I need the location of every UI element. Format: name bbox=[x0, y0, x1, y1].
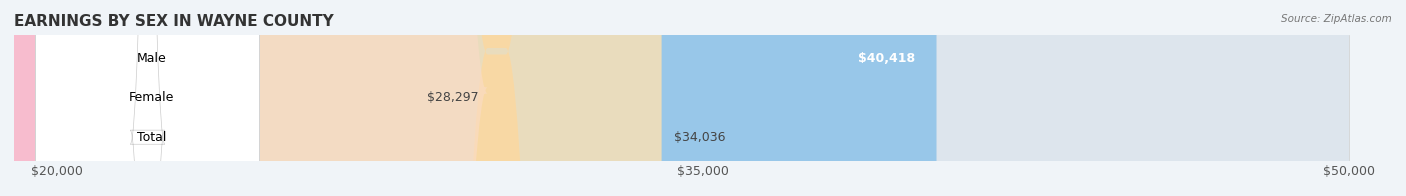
FancyBboxPatch shape bbox=[58, 0, 1348, 196]
FancyBboxPatch shape bbox=[35, 0, 260, 196]
Text: Male: Male bbox=[136, 52, 167, 65]
FancyBboxPatch shape bbox=[58, 0, 1348, 196]
Text: Total: Total bbox=[138, 131, 166, 144]
Text: Female: Female bbox=[129, 92, 174, 104]
Text: $28,297: $28,297 bbox=[427, 92, 479, 104]
FancyBboxPatch shape bbox=[0, 0, 574, 196]
FancyBboxPatch shape bbox=[58, 0, 661, 196]
FancyBboxPatch shape bbox=[58, 0, 1348, 196]
FancyBboxPatch shape bbox=[58, 0, 936, 196]
Text: EARNINGS BY SEX IN WAYNE COUNTY: EARNINGS BY SEX IN WAYNE COUNTY bbox=[14, 14, 333, 29]
Text: Source: ZipAtlas.com: Source: ZipAtlas.com bbox=[1281, 14, 1392, 24]
FancyBboxPatch shape bbox=[0, 0, 488, 196]
FancyBboxPatch shape bbox=[35, 0, 260, 196]
FancyBboxPatch shape bbox=[58, 0, 936, 196]
FancyBboxPatch shape bbox=[58, 0, 661, 196]
Text: $40,418: $40,418 bbox=[858, 52, 915, 65]
Text: $34,036: $34,036 bbox=[675, 131, 725, 144]
FancyBboxPatch shape bbox=[35, 0, 260, 196]
